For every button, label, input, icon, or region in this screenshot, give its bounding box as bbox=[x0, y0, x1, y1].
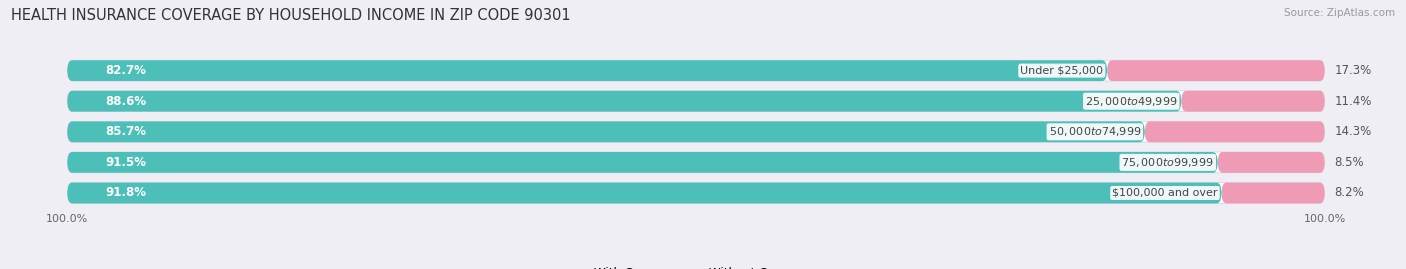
FancyBboxPatch shape bbox=[67, 183, 1222, 203]
Text: 11.4%: 11.4% bbox=[1334, 95, 1372, 108]
FancyBboxPatch shape bbox=[1144, 121, 1324, 142]
FancyBboxPatch shape bbox=[1107, 60, 1324, 81]
FancyBboxPatch shape bbox=[1181, 91, 1324, 112]
FancyBboxPatch shape bbox=[67, 60, 1107, 81]
FancyBboxPatch shape bbox=[67, 60, 1324, 81]
FancyBboxPatch shape bbox=[1222, 183, 1324, 203]
Text: 14.3%: 14.3% bbox=[1334, 125, 1372, 138]
Text: HEALTH INSURANCE COVERAGE BY HOUSEHOLD INCOME IN ZIP CODE 90301: HEALTH INSURANCE COVERAGE BY HOUSEHOLD I… bbox=[11, 8, 571, 23]
Text: $75,000 to $99,999: $75,000 to $99,999 bbox=[1122, 156, 1213, 169]
Text: $100,000 and over: $100,000 and over bbox=[1112, 188, 1218, 198]
FancyBboxPatch shape bbox=[67, 91, 1324, 112]
Text: 8.2%: 8.2% bbox=[1334, 186, 1364, 200]
Text: $50,000 to $74,999: $50,000 to $74,999 bbox=[1049, 125, 1142, 138]
FancyBboxPatch shape bbox=[67, 183, 1324, 203]
FancyBboxPatch shape bbox=[67, 91, 1181, 112]
FancyBboxPatch shape bbox=[1218, 152, 1324, 173]
Text: 91.5%: 91.5% bbox=[105, 156, 146, 169]
FancyBboxPatch shape bbox=[67, 121, 1324, 142]
Text: 91.8%: 91.8% bbox=[105, 186, 146, 200]
Text: 85.7%: 85.7% bbox=[105, 125, 146, 138]
Legend: With Coverage, Without Coverage: With Coverage, Without Coverage bbox=[572, 263, 820, 269]
Text: Source: ZipAtlas.com: Source: ZipAtlas.com bbox=[1284, 8, 1395, 18]
FancyBboxPatch shape bbox=[67, 152, 1218, 173]
FancyBboxPatch shape bbox=[67, 121, 1144, 142]
FancyBboxPatch shape bbox=[67, 152, 1324, 173]
Text: 8.5%: 8.5% bbox=[1334, 156, 1364, 169]
Text: $25,000 to $49,999: $25,000 to $49,999 bbox=[1085, 95, 1177, 108]
Text: 82.7%: 82.7% bbox=[105, 64, 146, 77]
Text: Under $25,000: Under $25,000 bbox=[1021, 66, 1104, 76]
Text: 17.3%: 17.3% bbox=[1334, 64, 1372, 77]
Text: 88.6%: 88.6% bbox=[105, 95, 146, 108]
